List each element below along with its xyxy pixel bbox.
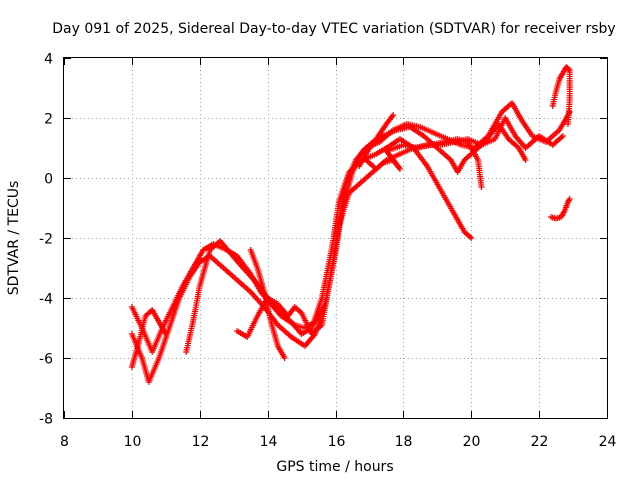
- series-track-9: [548, 196, 573, 222]
- series-track-10: [128, 307, 169, 370]
- data-marks: [128, 64, 573, 385]
- data-point: [564, 121, 571, 127]
- series-track-5: [247, 247, 288, 361]
- y-axis-label: SDTVAR / TECUs: [6, 181, 22, 296]
- data-point: [566, 109, 573, 115]
- x-tick-label: 24: [599, 434, 617, 450]
- data-point: [281, 355, 288, 361]
- x-tick-label: 10: [124, 434, 142, 450]
- chart-title: Day 091 of 2025, Sidereal Day-to-day VTE…: [52, 21, 615, 37]
- x-tick-label: 22: [531, 434, 549, 450]
- plot-frame: [63, 57, 608, 419]
- series-track-3: [183, 136, 475, 355]
- data-point: [378, 161, 385, 168]
- data-point: [522, 157, 529, 163]
- y-tick-label: -8: [39, 412, 53, 428]
- x-tick-label: 18: [395, 434, 413, 450]
- x-tick-label: 16: [328, 434, 346, 450]
- y-tick-label: 4: [44, 52, 53, 68]
- x-tick-label: 8: [60, 434, 69, 450]
- series-track-8: [549, 64, 573, 127]
- x-axis-label: GPS time / hours: [276, 459, 393, 475]
- data-point: [390, 112, 397, 118]
- y-tick-label: 0: [44, 172, 53, 188]
- series-track-6: [356, 121, 529, 175]
- data-point: [466, 233, 473, 240]
- series-track-2: [128, 112, 397, 385]
- data-point: [559, 133, 566, 139]
- data-point: [162, 331, 169, 337]
- data-point: [566, 196, 573, 202]
- x-tick-label: 20: [463, 434, 481, 450]
- y-tick-label: -6: [39, 352, 53, 368]
- series-track-7: [363, 136, 485, 190]
- data-point: [565, 66, 572, 72]
- data-point: [478, 184, 485, 190]
- data-point: [468, 235, 475, 241]
- y-tick-label: 2: [44, 112, 53, 128]
- y-tick-label: -2: [39, 232, 53, 248]
- data-point: [297, 308, 304, 315]
- y-tick-label: -4: [39, 292, 53, 308]
- x-tick-label: 14: [260, 434, 278, 450]
- x-tick-label: 12: [192, 434, 210, 450]
